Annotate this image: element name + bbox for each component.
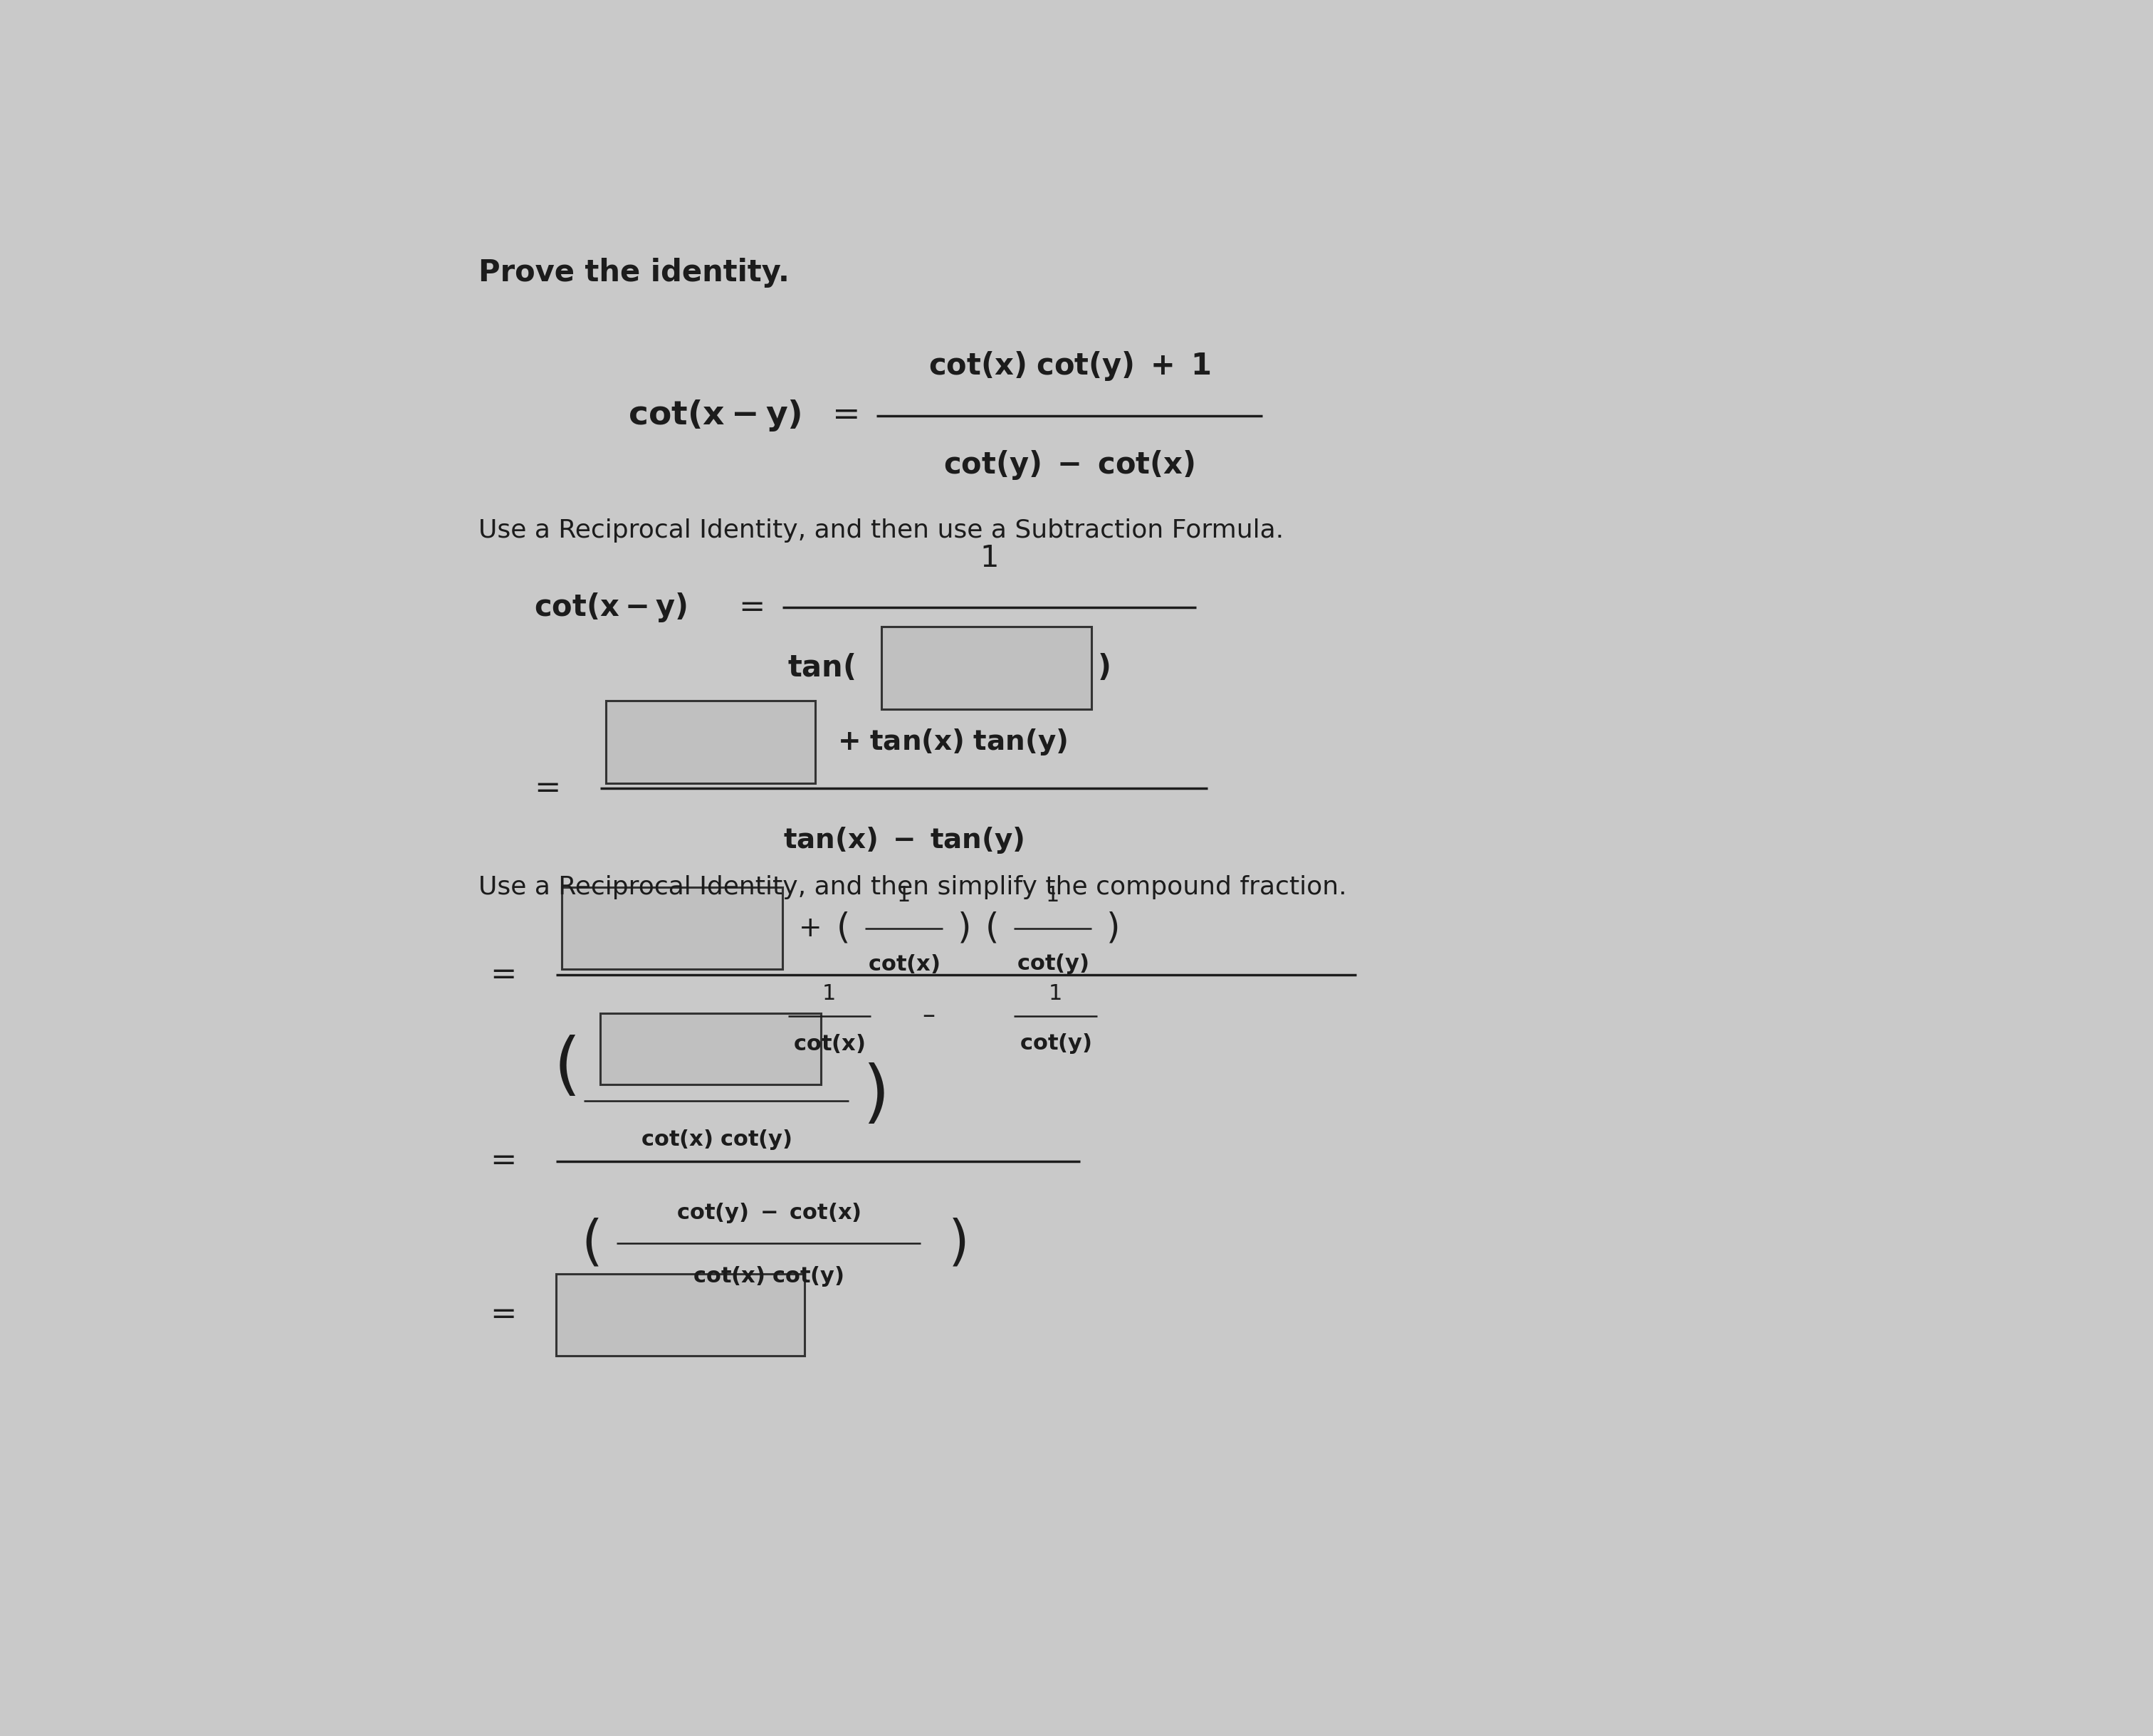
Text: (: ( [835, 911, 850, 946]
Text: 1: 1 [980, 543, 999, 573]
Text: ): ) [958, 911, 971, 946]
Text: (: ( [553, 1035, 581, 1101]
Text: 1: 1 [1046, 885, 1059, 906]
FancyBboxPatch shape [881, 627, 1092, 708]
Text: ): ) [863, 1062, 889, 1128]
Text: Use a Reciprocal Identity, and then use a Subtraction Formula.: Use a Reciprocal Identity, and then use … [478, 519, 1283, 543]
Text: $\mathbf{cot(y)}$: $\mathbf{cot(y)}$ [1021, 1031, 1092, 1055]
Text: $\mathbf{)}$: $\mathbf{)}$ [1096, 653, 1109, 682]
Text: Use a Reciprocal Identity, and then simplify the compound fraction.: Use a Reciprocal Identity, and then simp… [478, 875, 1348, 899]
Text: (: ( [581, 1217, 603, 1269]
Text: =: = [738, 592, 764, 623]
FancyBboxPatch shape [601, 1014, 820, 1085]
FancyBboxPatch shape [555, 1274, 805, 1356]
Text: ): ) [1107, 911, 1120, 946]
Text: =: = [491, 1146, 517, 1177]
Text: =: = [491, 960, 517, 990]
Text: 1: 1 [898, 885, 911, 906]
Text: =: = [534, 773, 560, 804]
Text: 1: 1 [822, 984, 835, 1005]
Text: $\mathbf{tan(}$: $\mathbf{tan(}$ [788, 653, 855, 682]
Text: $\mathbf{cot(x)\ cot(y)}$: $\mathbf{cot(x)\ cot(y)}$ [642, 1128, 792, 1151]
Text: –: – [921, 1003, 934, 1028]
FancyBboxPatch shape [605, 701, 816, 783]
Text: $\mathbf{cot(y)\ -\ cot(x)}$: $\mathbf{cot(y)\ -\ cot(x)}$ [943, 448, 1195, 481]
FancyBboxPatch shape [562, 887, 782, 969]
Text: =: = [491, 1300, 517, 1330]
Text: +: + [799, 915, 822, 941]
Text: $\mathbf{cot(x)\ cot(y)\ +\ 1}$: $\mathbf{cot(x)\ cot(y)\ +\ 1}$ [928, 351, 1210, 382]
Text: (: ( [986, 911, 999, 946]
Text: $\mathbf{cot(y)}$: $\mathbf{cot(y)}$ [1016, 951, 1089, 976]
Text: 1: 1 [1049, 984, 1061, 1005]
Text: $\mathbf{cot(x)\ cot(y)}$: $\mathbf{cot(x)\ cot(y)}$ [693, 1264, 844, 1288]
Text: $\mathbf{cot(x - y)}$: $\mathbf{cot(x - y)}$ [534, 590, 687, 623]
Text: $\mathbf{tan(x)\ -\ tan(y)}$: $\mathbf{tan(x)\ -\ tan(y)}$ [784, 826, 1025, 856]
Text: $\mathbf{+\ tan(x)\ tan(y)}$: $\mathbf{+\ tan(x)\ tan(y)}$ [838, 727, 1068, 757]
Text: $\mathbf{cot(y)\ -\ cot(x)}$: $\mathbf{cot(y)\ -\ cot(x)}$ [676, 1201, 861, 1226]
Text: $\mathbf{cot(x - y)}$: $\mathbf{cot(x - y)}$ [629, 398, 801, 432]
Text: ): ) [947, 1217, 969, 1269]
Text: Prove the identity.: Prove the identity. [478, 259, 790, 288]
Text: $\mathbf{cot(x)}$: $\mathbf{cot(x)}$ [792, 1033, 866, 1054]
Text: $\mathbf{cot(x)}$: $\mathbf{cot(x)}$ [868, 953, 939, 976]
Text: =: = [831, 399, 861, 432]
